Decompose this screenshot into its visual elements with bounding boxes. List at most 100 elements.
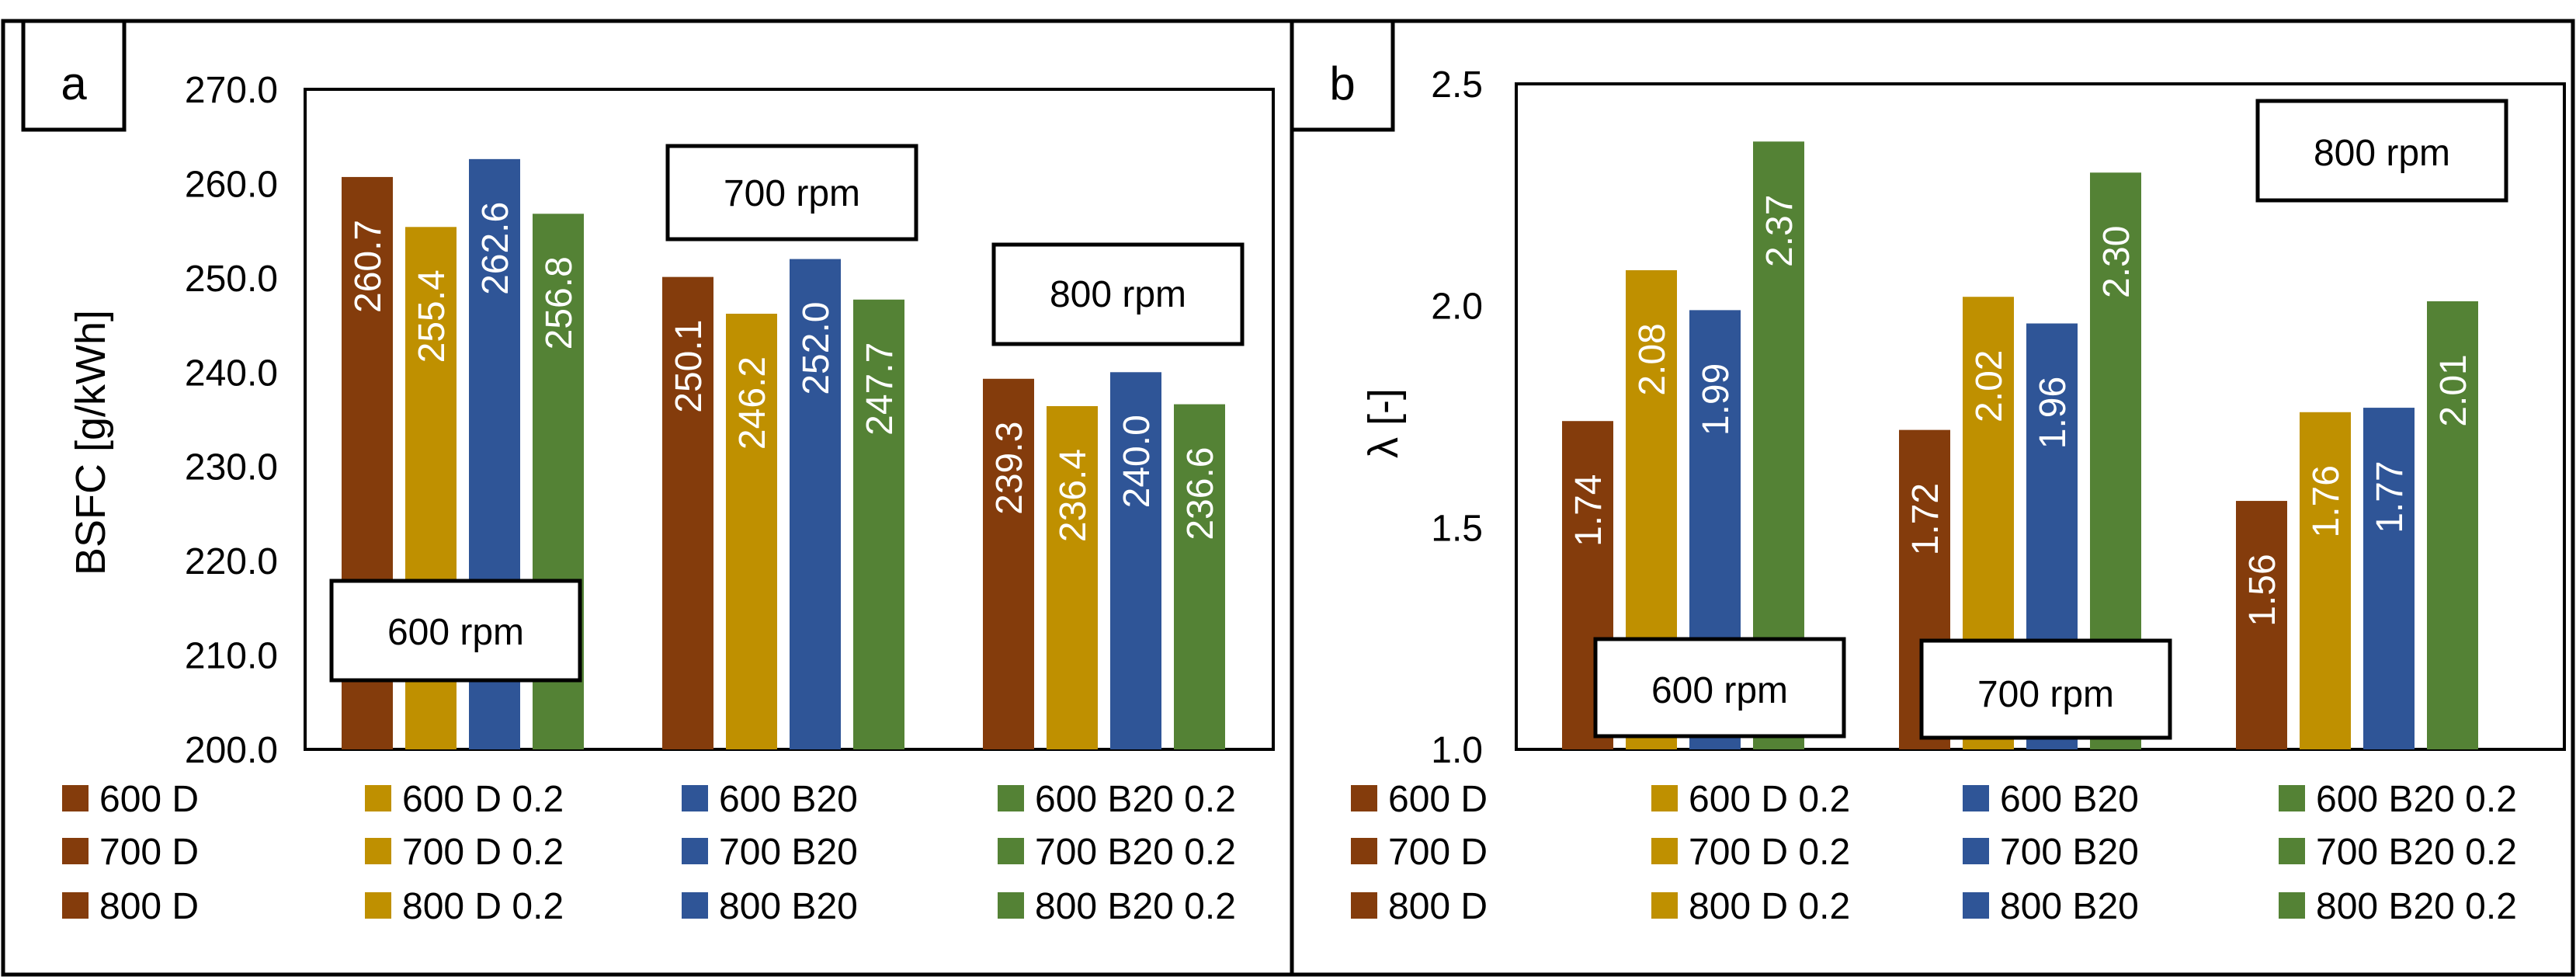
panel-b-annotation-700: 700 rpm bbox=[1919, 638, 2172, 740]
panel-a-legend-label: 800 B20 0.2 bbox=[1035, 886, 1236, 927]
panel-a-data-label: 240.0 bbox=[1116, 415, 1158, 508]
panel-a-data-label: 236.6 bbox=[1180, 447, 1221, 540]
panel-a-data-label: 262.6 bbox=[475, 202, 516, 295]
panel-b-annotation-800-text: 800 rpm bbox=[2314, 133, 2450, 174]
panel-a-annotation-800-text: 800 rpm bbox=[1050, 274, 1186, 315]
panel-b-annotation-600-text: 600 rpm bbox=[1651, 670, 1788, 711]
panel-a-legend-swatch bbox=[682, 892, 708, 919]
panel-a: a BSFC [g/kWh] 200.0 210.0 220.0 230.0 240.0… bbox=[1, 19, 1294, 977]
panel-a-data-label: 247.7 bbox=[859, 342, 901, 436]
panel-a-bar-b20-group-2 bbox=[790, 259, 841, 750]
panel-a-legend-swatch bbox=[682, 838, 708, 864]
panel-b-legend-label: 800 D 0.2 bbox=[1689, 886, 1850, 927]
panel-a-legend-swatch bbox=[365, 838, 391, 864]
panel-b-y-tick-label: 1.0 bbox=[1431, 730, 1483, 771]
panel-b-data-label: 1.72 bbox=[1905, 483, 1946, 555]
panel-a-label: a bbox=[61, 57, 87, 109]
panel-a-legend-label: 600 B20 bbox=[719, 779, 858, 820]
panel-b-label-box bbox=[1290, 19, 1395, 132]
panel-b-legend-label: 600 D 0.2 bbox=[1689, 779, 1850, 820]
panel-b-bar-b2002-group-3 bbox=[2427, 301, 2478, 749]
panel-a-bar-d02-group-3 bbox=[1047, 406, 1098, 749]
panel-a-annotation-800: 800 rpm bbox=[991, 242, 1245, 346]
panel-b-legend-label: 600 B20 0.2 bbox=[2316, 779, 2517, 820]
panel-b-data-label: 1.76 bbox=[2306, 465, 2347, 537]
panel-a-data-label: 246.2 bbox=[732, 356, 773, 450]
panel-a-y-axis-title: BSFC [g/kWh] bbox=[68, 310, 114, 575]
panel-b-y-tick-label: 1.5 bbox=[1431, 508, 1483, 549]
panel-a-legend-swatch bbox=[365, 892, 391, 919]
panel-a-y-tick-label: 230.0 bbox=[185, 447, 278, 488]
panel-b-data-label: 1.77 bbox=[2369, 460, 2411, 533]
panel-a-data-label: 256.8 bbox=[539, 256, 580, 349]
panel-a-bar-d-group-2 bbox=[662, 276, 713, 750]
panel-a-legend-swatch bbox=[998, 892, 1024, 919]
panel-a-y-tick-label: 250.0 bbox=[185, 259, 278, 300]
panel-b-legend-swatch bbox=[1351, 892, 1377, 919]
panel-a-data-label: 260.7 bbox=[348, 220, 389, 313]
panel-a-bar-d02-group-2 bbox=[726, 314, 777, 749]
panel-a-legend-swatch bbox=[62, 785, 89, 811]
panel-b: b λ [-] 1.0 1.5 2.0 2.5 1.74 2.08 1.99 2.37 1.7… bbox=[1290, 19, 2575, 977]
panel-a-legend-swatch bbox=[62, 838, 89, 864]
panel-a-bar-b2002-group-2 bbox=[853, 299, 904, 749]
panel-a-y-tick-label: 200.0 bbox=[185, 730, 278, 771]
panel-a-plot-area bbox=[304, 88, 1275, 751]
panel-a-data-label: 255.4 bbox=[411, 269, 453, 363]
panel-b-legend-label: 700 B20 0.2 bbox=[2316, 832, 2517, 873]
panel-a-legend-swatch bbox=[365, 785, 391, 811]
panel-a-legend-label: 700 D bbox=[99, 832, 199, 873]
panel-a-legend-label: 700 B20 0.2 bbox=[1035, 832, 1236, 873]
panel-b-annotation-600: 600 rpm bbox=[1593, 637, 1846, 738]
panel-a-data-label: 236.4 bbox=[1053, 449, 1094, 542]
panel-b-bar-d-group-3 bbox=[2236, 501, 2287, 749]
panel-b-legend-swatch bbox=[1963, 892, 1989, 919]
panel-b-data-label: 1.74 bbox=[1568, 474, 1609, 547]
panel-b-legend-swatch bbox=[1351, 838, 1377, 864]
panel-b-bar-b20-group-3 bbox=[2363, 408, 2415, 749]
panel-b-legend-label: 600 B20 bbox=[2000, 779, 2139, 820]
panel-b-legend-swatch bbox=[1963, 838, 1989, 864]
panel-b-legend-swatch bbox=[1351, 785, 1377, 811]
panel-a-bar-b2002-group-3 bbox=[1174, 404, 1225, 749]
panel-a-annotation-700-text: 700 rpm bbox=[724, 173, 860, 214]
panel-a-legend-swatch bbox=[998, 838, 1024, 864]
panel-a-legend-label: 600 D bbox=[99, 779, 199, 820]
panel-b-y-axis-title: λ [-] bbox=[1360, 388, 1407, 458]
panel-b-legend-swatch bbox=[2279, 838, 2305, 864]
panel-b-legend-label: 700 D 0.2 bbox=[1689, 832, 1850, 873]
panel-a-bar-d-group-3 bbox=[983, 378, 1034, 749]
panel-b-y-tick-label: 2.5 bbox=[1431, 64, 1483, 106]
panel-a-bar-b20-group-3 bbox=[1110, 372, 1161, 749]
panel-b-y-tick-label: 2.0 bbox=[1431, 287, 1483, 328]
panel-a-legend-label: 700 D 0.2 bbox=[402, 832, 564, 873]
panel-b-annotation-800: 800 rpm bbox=[2255, 99, 2508, 203]
panel-b-legend-swatch bbox=[2279, 892, 2305, 919]
panel-b-frame bbox=[1290, 19, 2575, 977]
panel-b-data-label: 2.30 bbox=[2096, 226, 2137, 298]
panel-b-data-label: 1.99 bbox=[1696, 363, 1737, 436]
panel-b-legend-label: 800 B20 bbox=[2000, 886, 2139, 927]
panel-a-y-tick-label: 210.0 bbox=[185, 636, 278, 677]
panel-b-legend-swatch bbox=[1651, 892, 1678, 919]
panel-a-y-tick-label: 240.0 bbox=[185, 353, 278, 394]
panel-b-bar-d02-group-3 bbox=[2300, 412, 2351, 749]
panel-b-legend-label: 700 B20 bbox=[2000, 832, 2139, 873]
panel-a-annotation-700: 700 rpm bbox=[665, 144, 918, 242]
panel-b-legend-label: 800 B20 0.2 bbox=[2316, 886, 2517, 927]
panel-b-label: b bbox=[1329, 57, 1355, 109]
panel-b-data-label: 1.96 bbox=[2033, 377, 2074, 449]
panel-a-legend-label: 700 B20 bbox=[719, 832, 858, 873]
panel-a-legend-swatch bbox=[998, 785, 1024, 811]
panel-a-label-box bbox=[21, 19, 127, 132]
panel-a-legend-label: 800 D 0.2 bbox=[402, 886, 564, 927]
panel-a-legend-label: 800 D bbox=[99, 886, 199, 927]
panel-b-data-label: 2.08 bbox=[1632, 323, 1673, 395]
panel-a-y-tick-label: 220.0 bbox=[185, 541, 278, 582]
panel-b-data-label: 2.02 bbox=[1969, 350, 2010, 422]
panel-a-legend-swatch bbox=[682, 785, 708, 811]
panel-a-annotation-600-text: 600 rpm bbox=[387, 612, 524, 653]
panel-a-legend-label: 800 B20 bbox=[719, 886, 858, 927]
panel-a-data-label: 252.0 bbox=[796, 302, 837, 395]
panel-b-legend-swatch bbox=[1963, 785, 1989, 811]
